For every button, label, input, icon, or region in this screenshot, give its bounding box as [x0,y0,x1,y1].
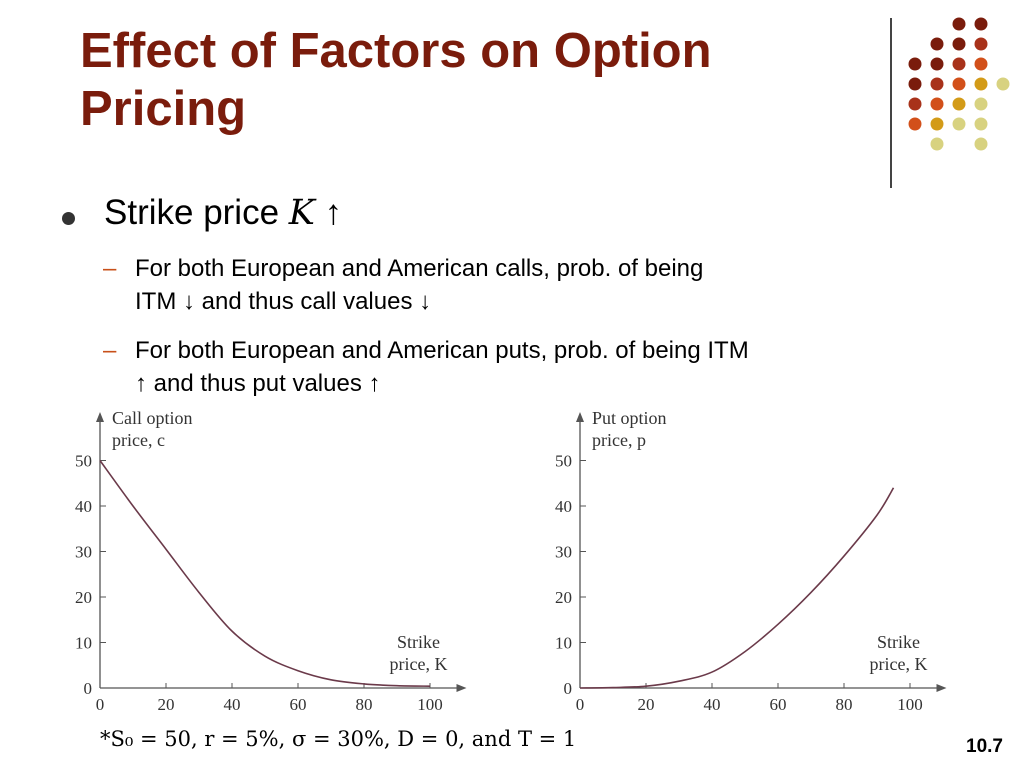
decorative-dot [908,117,922,131]
decorative-dot [974,17,988,31]
y-tick-label: 30 [555,543,572,562]
decorative-dot [952,97,966,111]
footnote: *S₀ = 50, r = 5%, σ = 30%, D = 0, and T … [100,727,577,751]
decorative-dot [952,57,966,71]
decorative-dot [930,97,944,111]
y-tick-label: 10 [75,634,92,653]
title-divider [890,18,892,188]
y-axis-label-line-1: Call option [112,408,193,428]
y-tick-label: 40 [555,497,572,516]
y-tick-label: 10 [555,634,572,653]
decorative-dot [930,57,944,71]
y-tick-label: 50 [555,452,572,471]
decorative-dot [952,77,966,91]
x-axis-arrow-icon [936,684,947,692]
x-tick-label: 100 [417,695,443,714]
decorative-dot [908,97,922,111]
decorative-dot [996,77,1010,91]
sub-item-puts-line-2: ↑ and thus put values ↑ [135,370,381,397]
put-option-chart: 0 20 40 60 80 100 0 10 20 30 40 50 Put option price, … [540,400,980,730]
y-axis-label-line-2: price, c [112,430,165,450]
sub-item-puts-line-1: For both European and American puts, pro… [135,337,749,364]
y-tick-label: 30 [75,543,92,562]
bullet-icon [62,212,75,225]
decorative-dot [952,17,966,31]
sub-item-calls-line-1: For both European and American calls, pr… [135,255,704,282]
y-tick-label: 40 [75,497,92,516]
decorative-dot [952,37,966,51]
y-tick-label: 0 [84,679,93,698]
y-axis-arrow-icon [576,412,584,422]
decorative-dot [974,97,988,111]
x-tick-label: 80 [836,695,853,714]
slide-number: 10.7 [966,736,1003,757]
decorative-dot [908,57,922,71]
y-axis-label-line-2: price, p [592,430,646,450]
y-tick-label: 20 [75,588,92,607]
call-option-chart: 0 20 40 60 80 100 0 10 20 30 40 50 Call option price,… [60,400,500,730]
y-axis-arrow-icon [96,412,104,422]
x-tick-label: 60 [770,695,787,714]
bullet-arrow: ↑ [314,193,343,232]
dash-icon: – [103,337,117,364]
x-tick-label: 80 [356,695,373,714]
decorative-dot-grid [908,17,1010,151]
x-tick-label: 100 [897,695,923,714]
x-tick-label: 0 [96,695,105,714]
x-axis-arrow-icon [456,684,467,692]
decorative-dot [974,137,988,151]
slide-title-line-1: Effect of Factors on Option [80,24,712,78]
x-tick-label: 60 [290,695,307,714]
decorative-dot [908,77,922,91]
x-tick-label: 20 [158,695,175,714]
sub-item-calls-line-2: ITM ↓ and thus call values ↓ [135,288,432,315]
dash-icon: – [103,255,117,282]
x-tick-label: 20 [638,695,655,714]
decorative-dot [930,137,944,151]
y-tick-label: 0 [564,679,573,698]
decorative-dot [974,57,988,71]
slide-title-line-2: Pricing [80,82,247,136]
y-tick-label: 20 [555,588,572,607]
x-axis-label-line-2: price, K [390,654,448,674]
y-axis-label-line-1: Put option [592,408,667,428]
decorative-dot [974,37,988,51]
decorative-dot [952,117,966,131]
y-tick-label: 50 [75,452,92,471]
x-tick-label: 40 [704,695,721,714]
x-tick-label: 0 [576,695,585,714]
slide-title: Effect of Factors on Option Pricing [80,22,860,138]
decorative-dot [930,77,944,91]
decorative-dot [930,37,944,51]
decorative-dot [930,117,944,131]
bullet-text: Strike price [104,193,289,232]
x-axis-label-line-1: Strike [397,632,440,652]
price-curve [99,460,431,687]
decorative-dot [974,117,988,131]
x-axis-label-line-1: Strike [877,632,920,652]
x-tick-label: 40 [224,695,241,714]
bullet-symbol: K [288,193,315,233]
decorative-dot [974,77,988,91]
price-curve [579,487,895,689]
x-axis-label-line-2: price, K [870,654,928,674]
